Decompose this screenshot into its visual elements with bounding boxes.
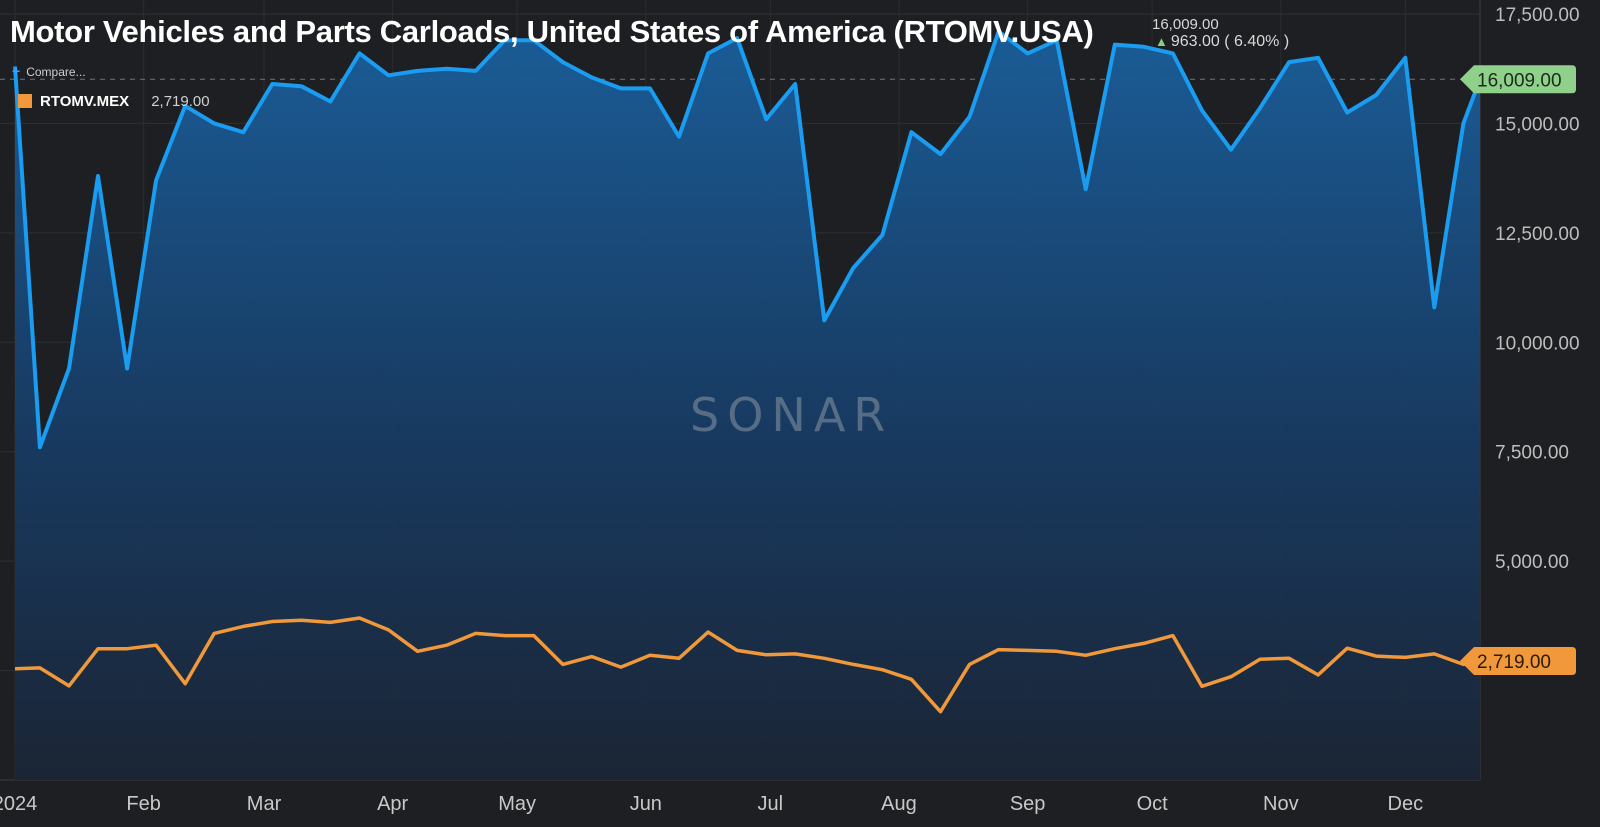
y-tick-label: 17,500.00 xyxy=(1495,5,1580,26)
axis-layer: 5,000.00 7,500.00 10,000.00 12,500.00 15,000… xyxy=(0,5,1580,815)
x-tick-label: Jun xyxy=(630,793,662,815)
area-layer xyxy=(15,31,1480,780)
x-tick-label: Aug xyxy=(881,793,917,815)
value-tag-mex-shape xyxy=(1460,646,1576,675)
last-value: 16,009.00 xyxy=(1152,16,1219,33)
tag-layer: 16,009.00 2,719.00 xyxy=(1460,65,1576,675)
x-tick-label: 2024 xyxy=(0,793,37,815)
compare-label: Compare... xyxy=(26,65,86,79)
change-readout: ▲ 963.00 ( 6.40% ) xyxy=(1155,33,1289,51)
watermark-logo: SONAR xyxy=(690,388,894,442)
x-tick-label: Feb xyxy=(126,793,160,815)
legend-swatch xyxy=(18,94,32,108)
legend-series-name: RTOMV.MEX xyxy=(40,93,130,110)
change-value: 963.00 ( 6.40% ) xyxy=(1170,33,1290,50)
x-tick-label: Oct xyxy=(1137,793,1169,815)
plus-icon: + xyxy=(12,63,21,79)
y-tick-label: 10,000.00 xyxy=(1495,333,1580,354)
x-tick-label: Sep xyxy=(1010,793,1046,815)
y-tick-label: 15,000.00 xyxy=(1495,114,1580,135)
x-tick-label: Dec xyxy=(1388,793,1424,815)
value-tag-usa: 16,009.00 xyxy=(1460,65,1576,94)
value-tag-usa-label: 16,009.00 xyxy=(1477,70,1562,91)
x-tick-label: May xyxy=(498,793,536,815)
series-line-mex xyxy=(14,616,1481,714)
legend-item-mex[interactable]: RTOMV.MEX 2,719.00 xyxy=(18,93,210,110)
y-tick-label: 5,000.00 xyxy=(1495,552,1569,573)
line-layer xyxy=(13,29,1482,714)
series-area-usa xyxy=(15,31,1480,780)
value-tag-mex: 2,719.00 xyxy=(1460,646,1576,675)
x-tick-label: Nov xyxy=(1263,793,1299,815)
x-tick-label: Mar xyxy=(247,793,282,815)
y-tick-label: 7,500.00 xyxy=(1495,443,1569,464)
x-tick-label: Jul xyxy=(758,793,784,815)
chart-title: Motor Vehicles and Parts Carloads, Unite… xyxy=(10,14,1094,49)
series-line-usa xyxy=(13,29,1482,450)
value-tag-usa-shape xyxy=(1460,65,1576,94)
up-arrow-icon: ▲ xyxy=(1155,34,1168,49)
x-tick-label: Apr xyxy=(377,793,408,815)
y-tick-label: 12,500.00 xyxy=(1495,224,1580,245)
legend-series-value: 2,719.00 xyxy=(151,93,210,110)
value-tag-mex-label: 2,719.00 xyxy=(1477,652,1551,673)
compare-button[interactable]: + Compare... xyxy=(12,63,86,79)
